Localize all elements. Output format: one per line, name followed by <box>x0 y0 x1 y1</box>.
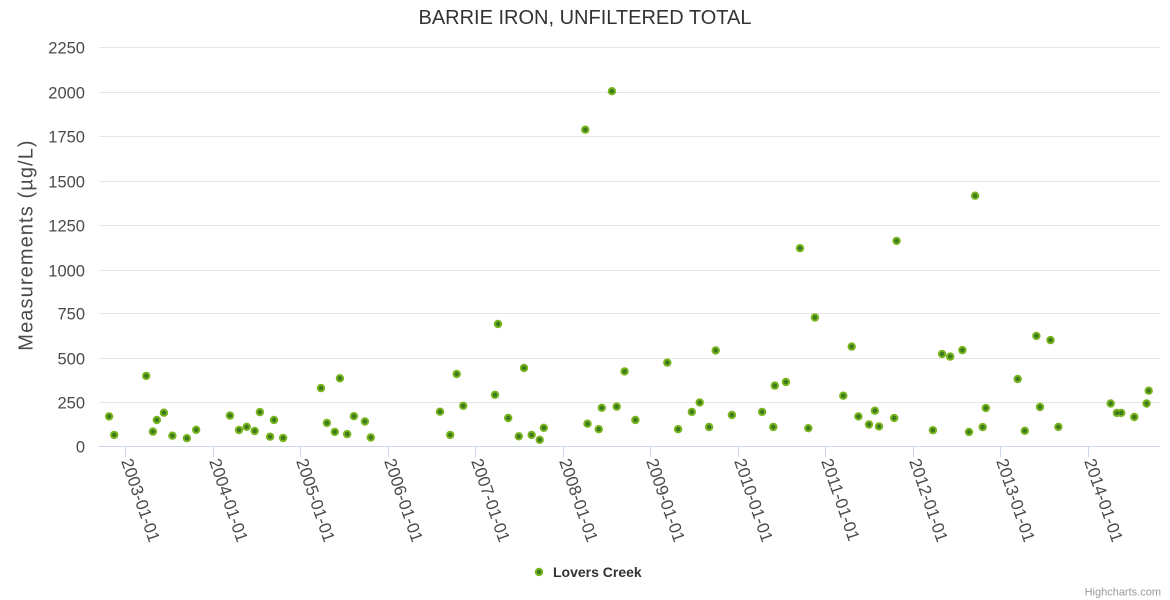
svg-text:1750: 1750 <box>48 129 85 147</box>
svg-text:1250: 1250 <box>48 218 85 236</box>
svg-text:750: 750 <box>57 306 85 324</box>
svg-text:0: 0 <box>76 439 85 457</box>
svg-text:BARRIE IRON, UNFILTERED TOTAL: BARRIE IRON, UNFILTERED TOTAL <box>418 7 751 29</box>
svg-text:Measurements (µg/L): Measurements (µg/L) <box>16 139 38 350</box>
svg-text:Highcharts.com: Highcharts.com <box>1085 587 1161 599</box>
svg-text:250: 250 <box>57 395 85 413</box>
svg-text:Lovers Creek: Lovers Creek <box>553 564 642 580</box>
svg-text:1000: 1000 <box>48 263 85 281</box>
svg-text:2250: 2250 <box>48 40 85 58</box>
svg-text:500: 500 <box>57 351 85 369</box>
svg-text:2000: 2000 <box>48 85 85 103</box>
svg-text:1500: 1500 <box>48 174 85 192</box>
